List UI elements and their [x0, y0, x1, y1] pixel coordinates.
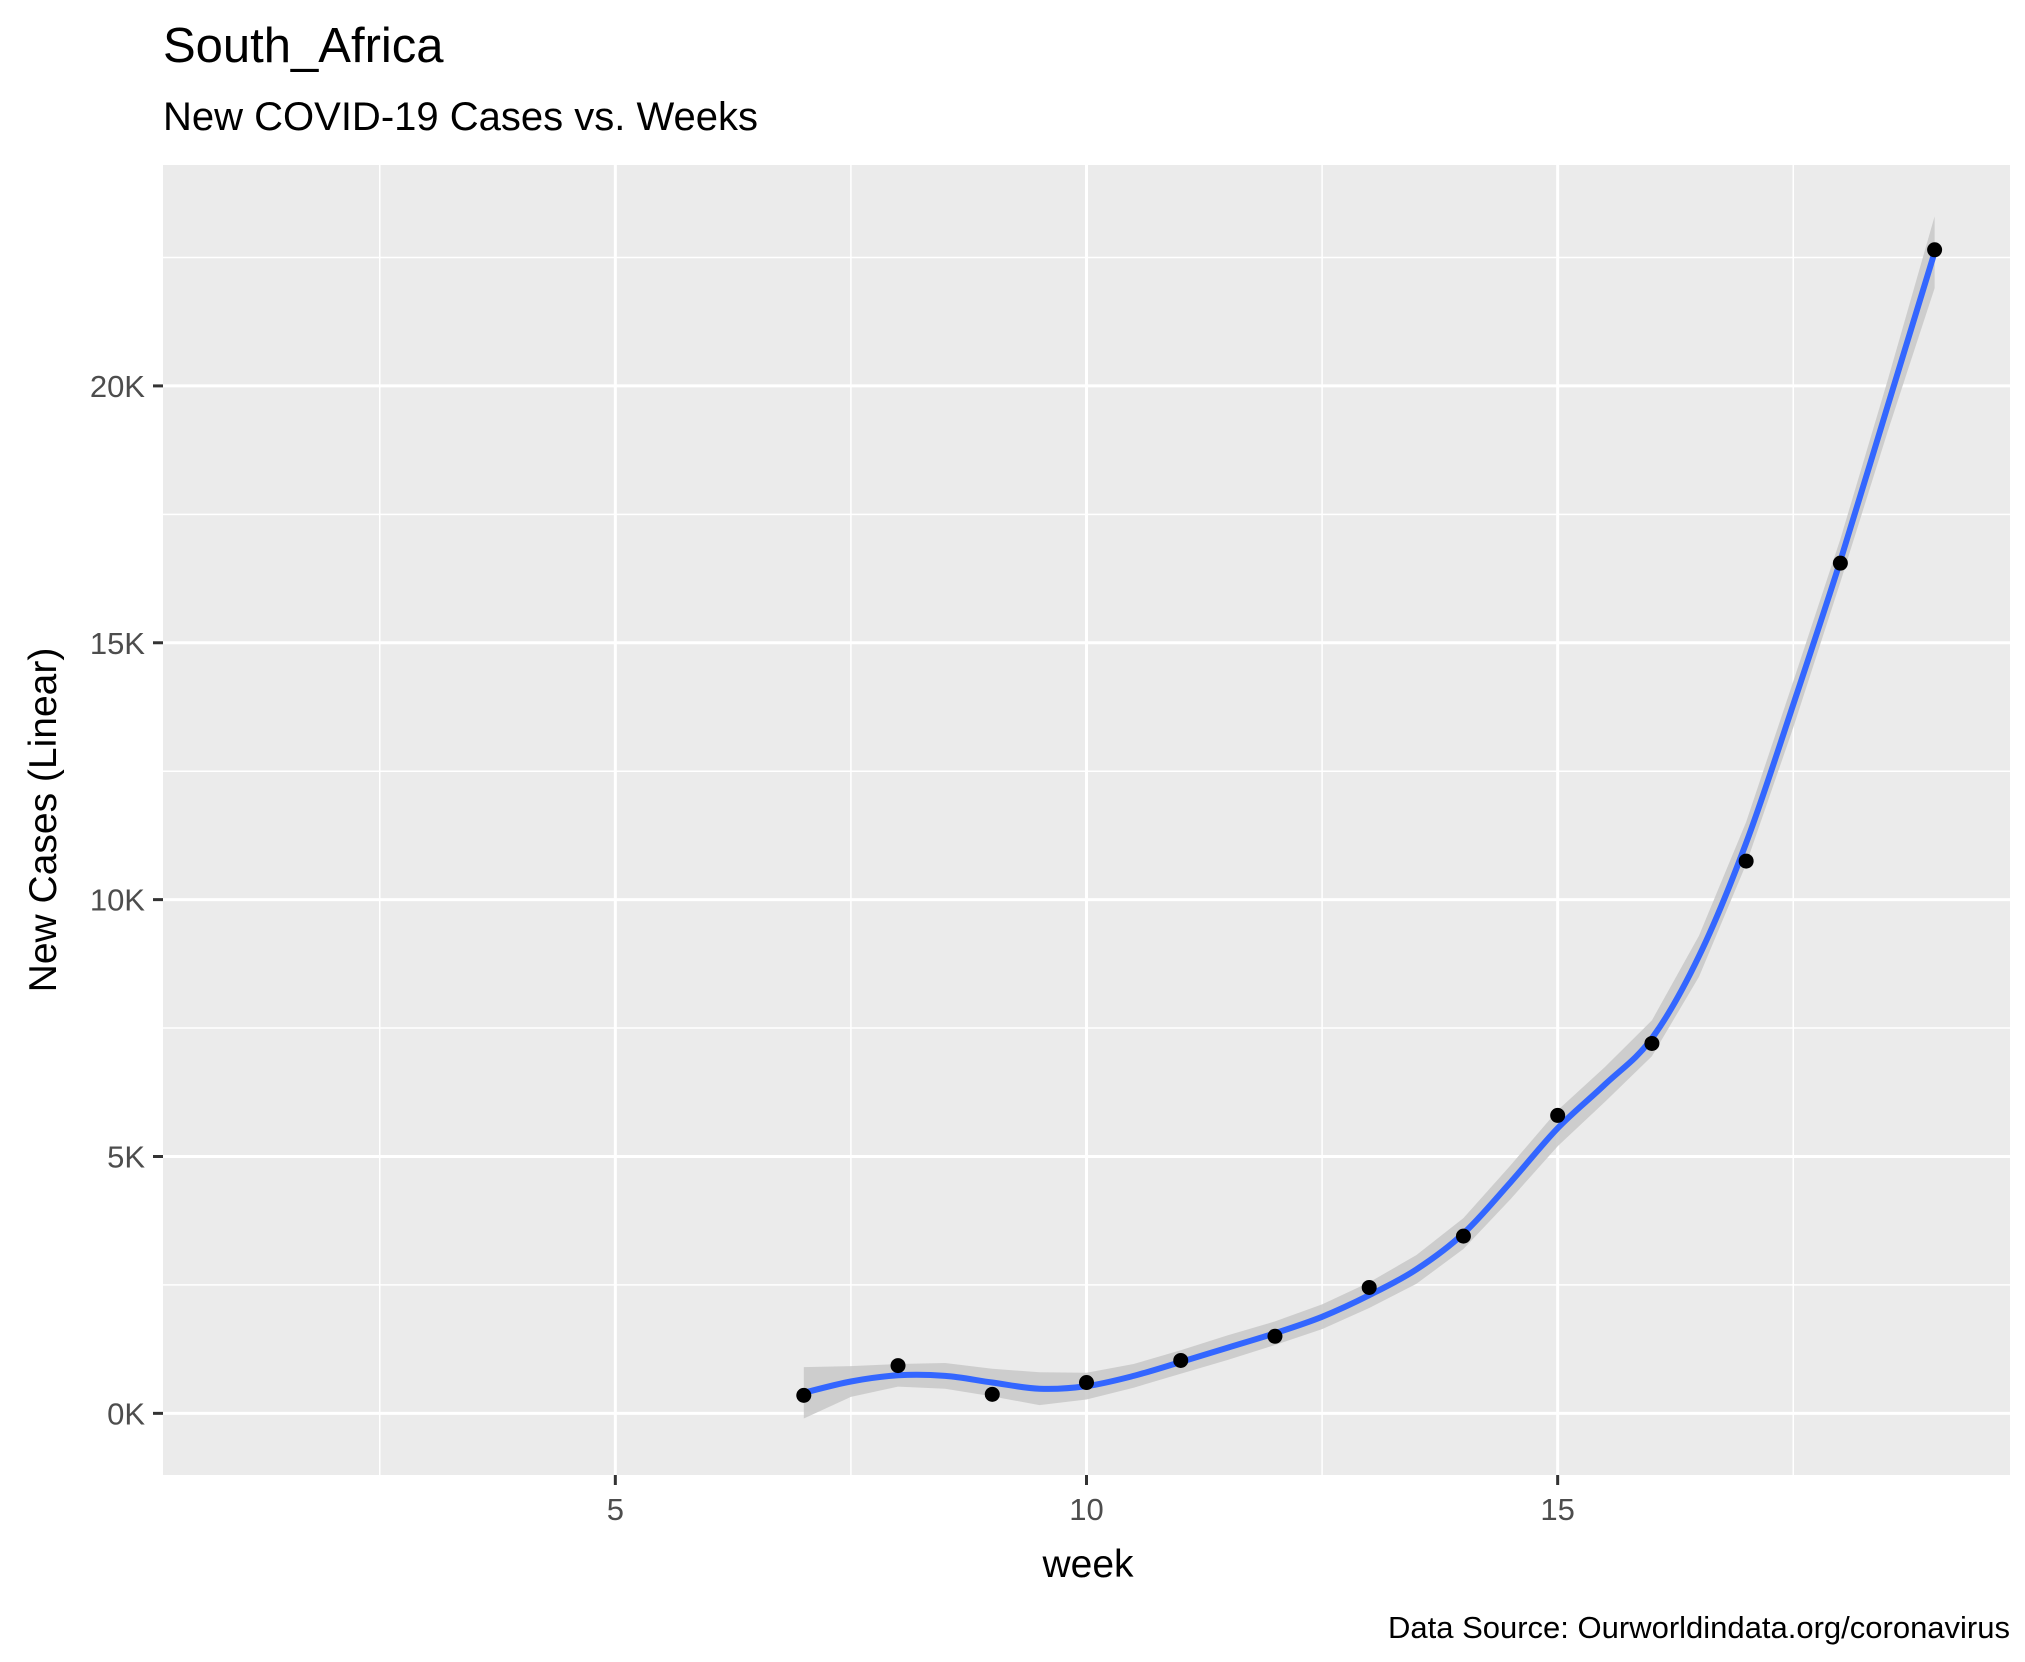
major-gridlines	[163, 165, 2010, 1475]
data-point	[796, 1387, 812, 1403]
y-axis-label: New Cases (Linear)	[22, 648, 65, 993]
data-source-caption: Data Source: Ourworldindata.org/coronavi…	[1388, 1610, 2010, 1645]
chart-subtitle: New COVID-19 Cases vs. Weeks	[163, 95, 758, 139]
data-point	[1832, 555, 1848, 571]
x-tick-label: 10	[1069, 1492, 1103, 1527]
smooth-line	[800, 249, 1938, 1396]
smooth-trend-line	[800, 249, 1938, 1396]
x-tick-label: 15	[1540, 1492, 1574, 1527]
data-point	[1079, 1375, 1094, 1391]
x-axis-label: week	[1041, 1543, 1134, 1586]
data-point	[1644, 1035, 1660, 1051]
data-point	[1267, 1328, 1283, 1344]
x-tick-label: 5	[607, 1492, 624, 1527]
data-point	[890, 1358, 906, 1374]
y-tick-label: 0K	[107, 1396, 145, 1431]
data-point	[1550, 1107, 1566, 1123]
chart-title: South_Africa	[163, 19, 444, 73]
data-point	[1455, 1228, 1471, 1244]
data-point	[1927, 242, 1943, 258]
data-point	[984, 1386, 1000, 1402]
data-point	[1361, 1279, 1377, 1295]
data-points	[796, 242, 1943, 1403]
x-axis-ticks: 5 10 15	[607, 1475, 1575, 1527]
data-point	[1173, 1352, 1189, 1368]
y-tick-label: 10K	[90, 883, 145, 918]
y-tick-label: 20K	[90, 369, 145, 404]
y-tick-label: 5K	[107, 1139, 145, 1174]
data-point	[1738, 853, 1754, 869]
y-tick-label: 15K	[90, 626, 145, 661]
y-axis-ticks: 0K 5K 10K 15K 20K	[90, 369, 163, 1431]
